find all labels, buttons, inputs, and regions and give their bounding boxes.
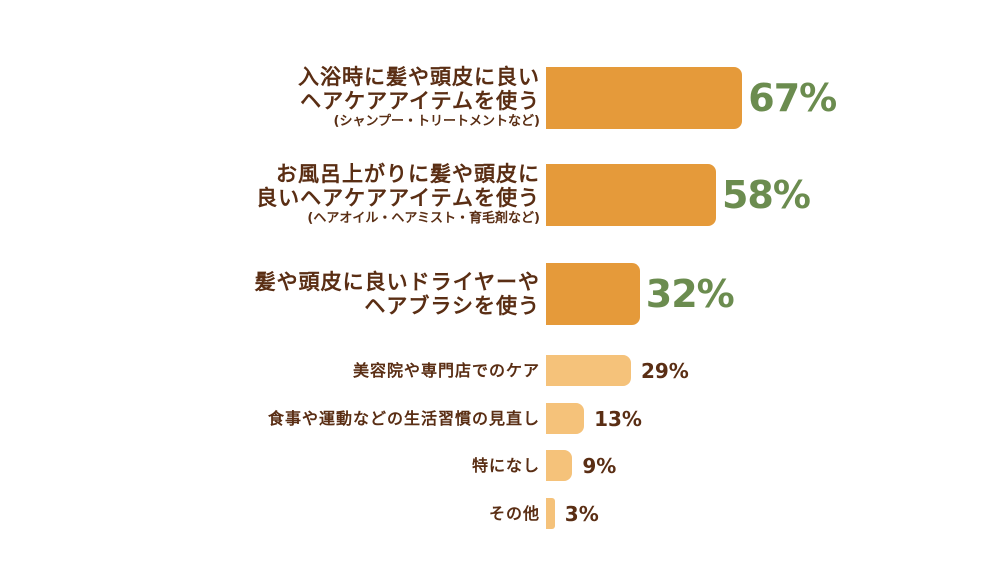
category-label-line: ヘアケアアイテムを使う: [300, 89, 540, 113]
category-label-line: 特になし: [471, 455, 540, 475]
category-label-line: 入浴時に髪や頭皮に良い: [298, 65, 540, 89]
category-label: お風呂上がりに髪や頭皮に 良いヘアケアアイテムを使う (ヘアオイル・ヘアミスト・育毛…: [256, 162, 540, 228]
data-label: 13%: [594, 406, 642, 431]
category-label: 入浴時に髪や頭皮に良い ヘアケアアイテムを使う (シャンプー・トリートメントなど): [298, 65, 540, 131]
category-label-line: 良いヘアケアアイテムを使う: [256, 186, 540, 210]
category-label-line: 髪や頭皮に良いドライヤーや: [254, 270, 540, 294]
category-label: その他: [489, 503, 540, 525]
data-label: 3%: [564, 501, 599, 526]
category-label: 食事や運動などの生活習慣の見直し: [268, 408, 540, 430]
bar: [546, 403, 585, 434]
category-label: 特になし: [472, 455, 540, 477]
data-label: 32%: [645, 272, 735, 316]
data-label: 67%: [748, 76, 837, 120]
bar: [546, 498, 555, 529]
category-label: 髪や頭皮に良いドライヤーや ヘアブラシを使う: [255, 270, 540, 318]
bar: [546, 263, 640, 325]
category-label-line: (シャンプー・トリートメントなど): [333, 114, 541, 129]
data-label: 58%: [721, 173, 811, 217]
category-label-line: その他: [488, 503, 540, 523]
bar: [546, 164, 716, 226]
category-label-line: (ヘアオイル・ヘアミスト・育毛剤など): [307, 211, 540, 226]
bar: [546, 67, 743, 129]
data-label: 9%: [582, 453, 617, 478]
bar: [546, 355, 631, 386]
bar: [546, 450, 573, 481]
category-label-line: お風呂上がりに髪や頭皮に: [276, 162, 540, 186]
category-label-line: 食事や運動などの生活習慣の見直し: [267, 408, 540, 428]
data-label: 29%: [640, 358, 689, 383]
category-label-line: ヘアブラシを使う: [364, 294, 540, 318]
category-label-line: 美容院や専門店でのケア: [352, 360, 540, 380]
category-label: 美容院や専門店でのケア: [353, 360, 540, 382]
